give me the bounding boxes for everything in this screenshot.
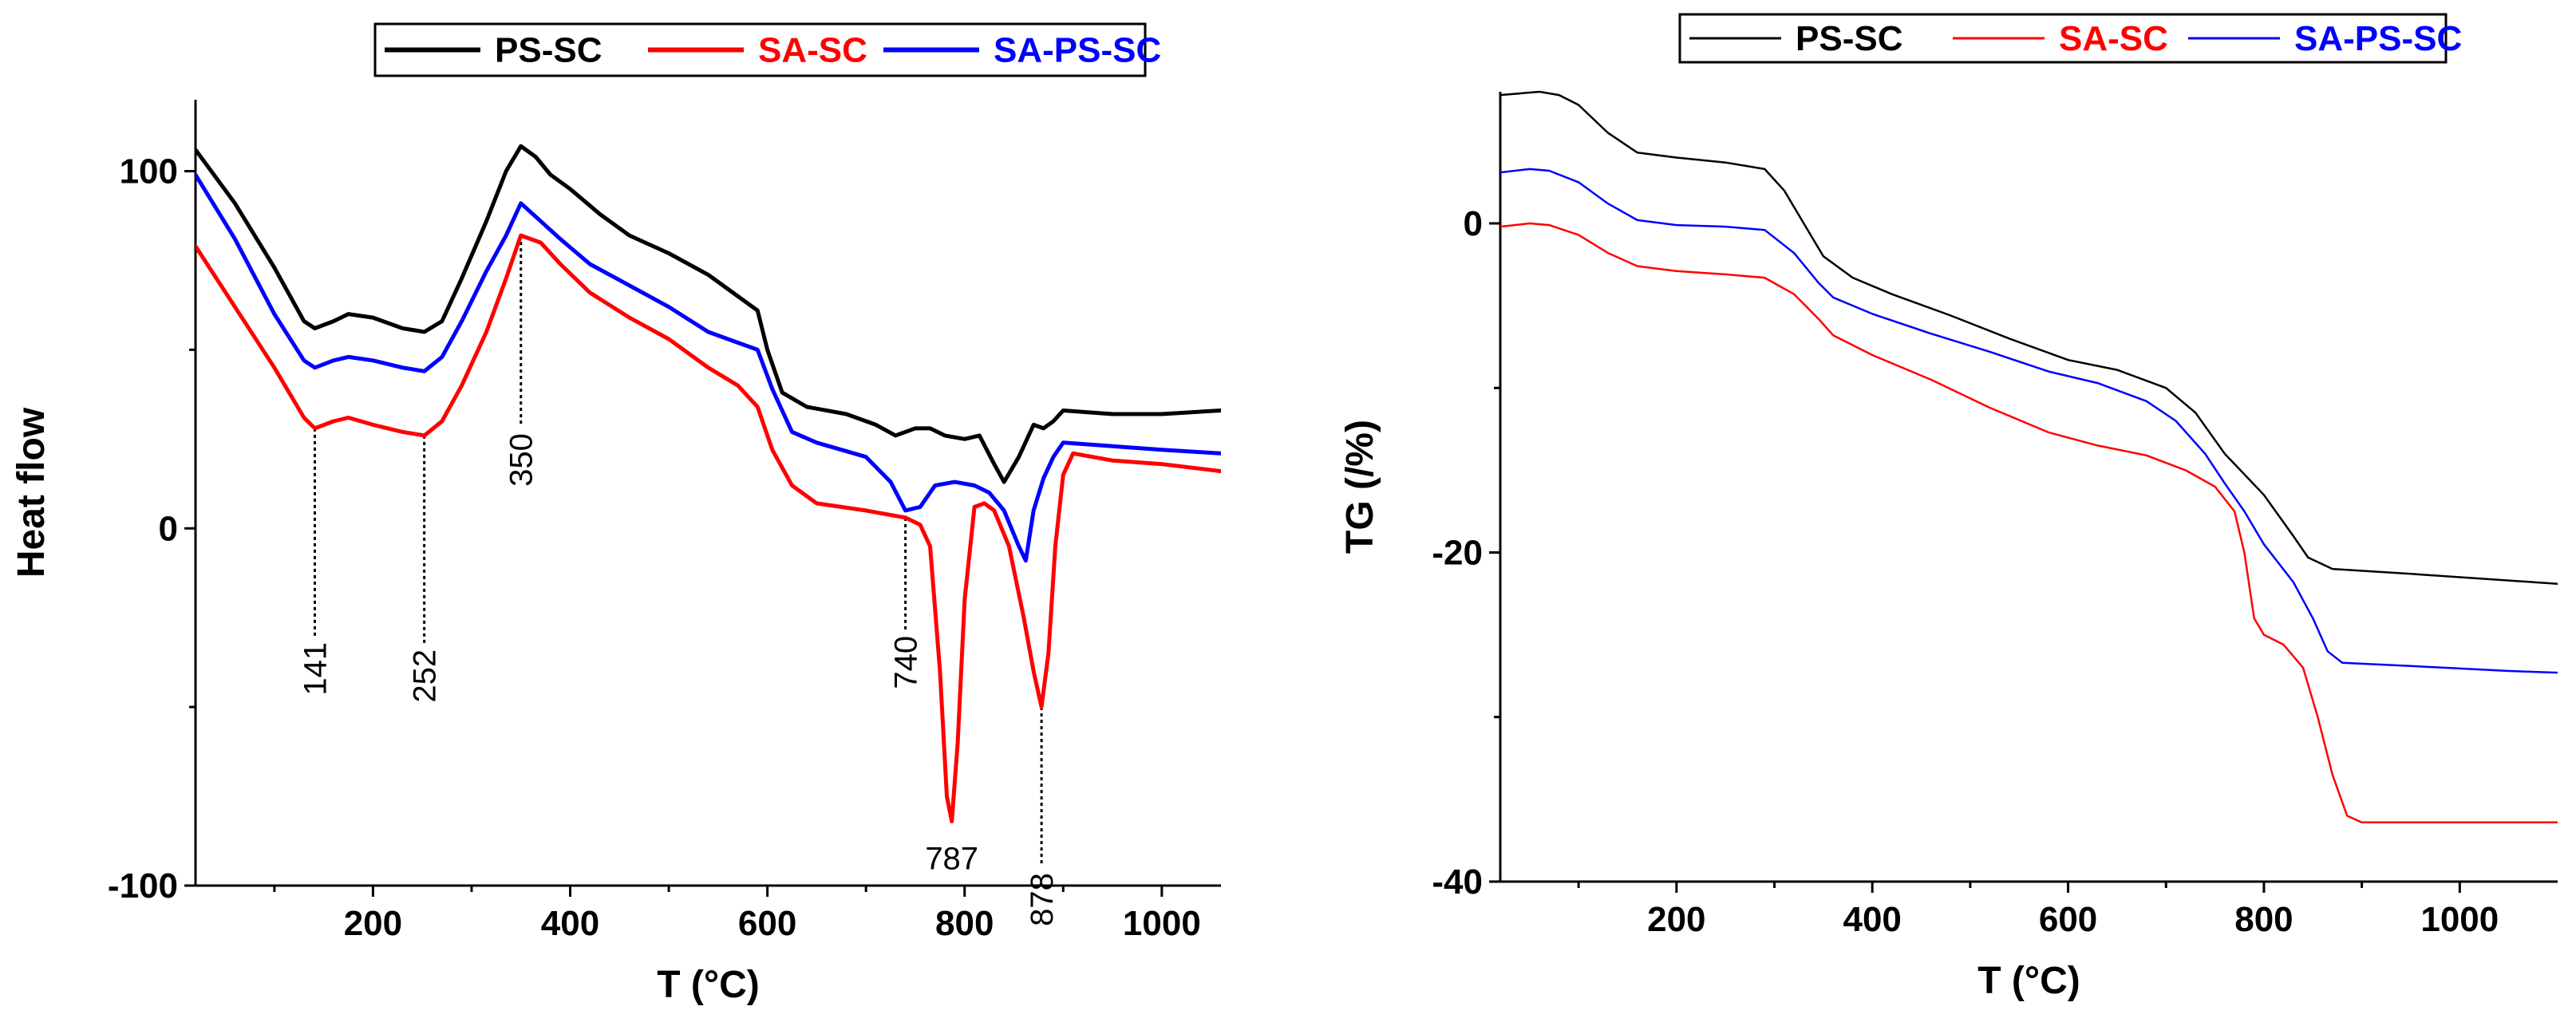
x-tick-label: 1000 <box>1123 904 1201 943</box>
series-line-ps-sc <box>1500 90 2558 585</box>
chart-2: 200 400 600 800 1000 -40 -20 0 T (°C) TG (/%) PS-S… <box>1339 13 2558 1002</box>
y-axis-title: TG (/%) <box>1339 420 1381 554</box>
legend: PS-SC SA-SC SA-PS-SC <box>1678 13 2462 64</box>
y-tick-label: -20 <box>1432 534 1483 573</box>
annotation-label: 740 <box>889 636 924 689</box>
x-tick-label: 600 <box>738 904 796 943</box>
legend-label: SA-SC <box>2059 19 2168 58</box>
x-tick-label: 1000 <box>2420 900 2499 939</box>
x-axis-title: T (°C) <box>657 964 759 1006</box>
series-line-sa-sc <box>1500 222 2558 824</box>
x-tick-label: 600 <box>2039 900 2097 939</box>
y-tick-label: -40 <box>1432 862 1483 902</box>
y-tick-label: 100 <box>120 152 178 191</box>
legend-box <box>373 22 1147 77</box>
y-tick-label: 0 <box>159 509 178 548</box>
x-axis-title: T (°C) <box>1977 960 2080 1002</box>
x-tick-label: 200 <box>344 904 402 943</box>
x-tick-label: 200 <box>1647 900 1705 939</box>
annotation-label: 252 <box>408 649 443 703</box>
y-tick-label: 0 <box>1464 204 1483 243</box>
annotation-label: 878 <box>1025 873 1060 926</box>
series-line-ps-sc <box>196 144 1221 484</box>
legend-label: SA-PS-SC <box>994 31 1161 70</box>
x-tick-label: 800 <box>935 904 994 943</box>
x-tick-label: 400 <box>1843 900 1901 939</box>
x-tick-label: 800 <box>2234 900 2293 939</box>
annotation-label: 350 <box>504 433 539 487</box>
annotation-label: 787 <box>925 841 978 876</box>
legend-box <box>1678 13 2448 64</box>
chart-1: 200 400 600 800 1000 -100 0 100 T (°C) Heat flow 1… <box>10 22 1221 1006</box>
legend-label: SA-PS-SC <box>2294 19 2462 58</box>
series-line-sa-sc <box>196 233 1221 823</box>
y-axis-title: Heat flow <box>10 407 53 578</box>
annotation-label: 141 <box>298 642 334 696</box>
y-tick-label: -100 <box>108 866 178 906</box>
x-tick-label: 400 <box>541 904 599 943</box>
legend-label: PS-SC <box>1796 19 1902 58</box>
series-line-sa-ps-sc <box>1500 168 2558 674</box>
legend: PS-SC SA-SC SA-PS-SC <box>373 22 1161 77</box>
legend-label: PS-SC <box>495 31 602 70</box>
series-line-sa-ps-sc <box>196 172 1221 563</box>
legend-label: SA-SC <box>758 31 867 70</box>
